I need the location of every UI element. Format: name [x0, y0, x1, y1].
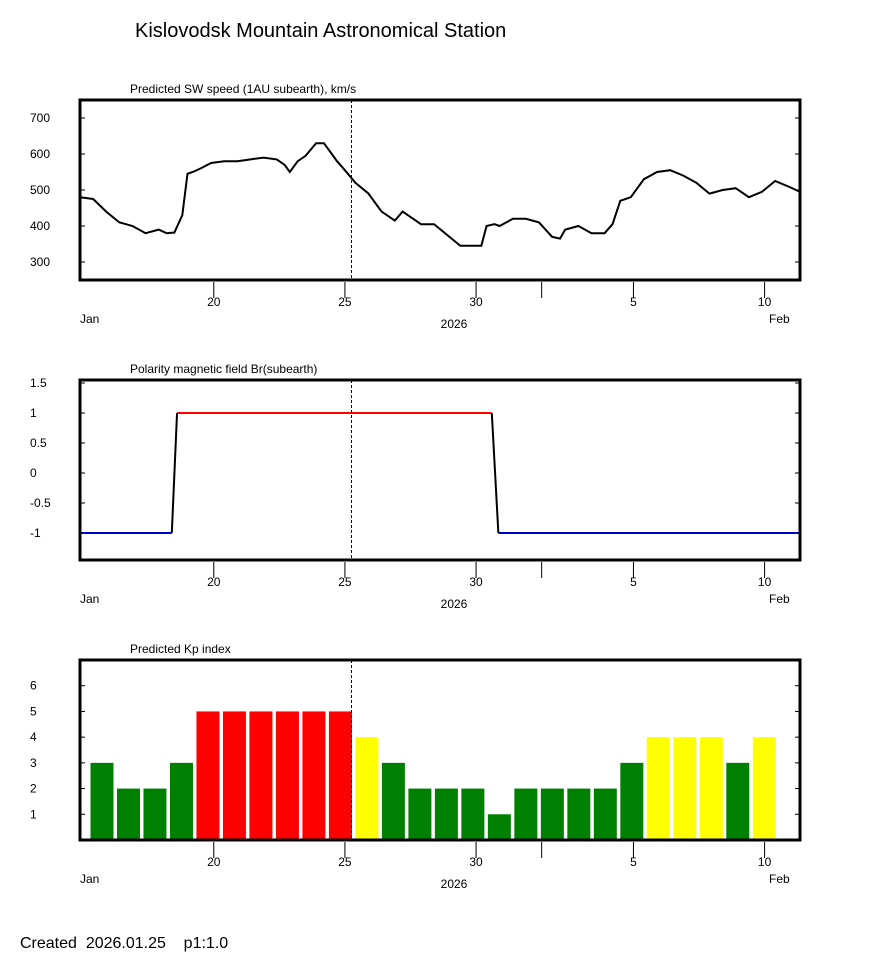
footer-page: p1:1.0 — [183, 935, 229, 952]
y-tick-label: 5 — [30, 704, 37, 718]
x-year-label: 2026 — [441, 597, 468, 611]
kp-bar — [196, 711, 220, 840]
x-tick-label: 30 — [469, 295, 483, 309]
panel-3-frame — [78, 658, 802, 842]
x-tick-label: 25 — [338, 295, 352, 309]
kp-bar — [355, 737, 379, 840]
panel-2-frame — [78, 378, 802, 562]
kp-bar — [461, 788, 485, 840]
panel-3-title: Predicted Kp index — [130, 642, 231, 656]
y-tick-label: 0 — [30, 466, 37, 480]
x-tick-label: 20 — [207, 575, 221, 589]
x-tick-label: 5 — [630, 575, 637, 589]
x-month-right: Feb — [769, 872, 790, 886]
x-month-left: Jan — [80, 872, 99, 886]
x-year-label: 2026 — [441, 317, 468, 331]
x-tick-label: 5 — [630, 295, 637, 309]
kp-bar — [408, 788, 432, 840]
y-tick-label: 3 — [30, 756, 37, 770]
footer-label: Created — [20, 935, 77, 952]
kp-bar — [620, 762, 644, 840]
y-tick-label: 1 — [30, 406, 37, 420]
kp-bar — [302, 711, 326, 840]
y-tick-label: 1.5 — [30, 376, 47, 390]
kp-bar — [116, 788, 140, 840]
kp-bar — [646, 737, 670, 840]
y-tick-label: 500 — [30, 183, 50, 197]
kp-bar — [514, 788, 538, 840]
footer-date: 2026.01.25 — [85, 935, 166, 952]
y-tick-label: -1 — [30, 526, 41, 540]
y-tick-label: 0.5 — [30, 436, 47, 450]
y-tick-label: 600 — [30, 147, 50, 161]
kp-bar — [673, 737, 697, 840]
y-tick-label: 300 — [30, 255, 50, 269]
kp-bar — [169, 762, 193, 840]
kp-bar — [567, 788, 591, 840]
panel-1-frame — [78, 98, 802, 282]
x-year-label: 2026 — [441, 877, 468, 891]
x-tick-label: 10 — [758, 855, 772, 869]
x-month-left: Jan — [80, 592, 99, 606]
y-tick-label: 2 — [30, 782, 37, 796]
sw-speed-line — [79, 142, 801, 247]
polarity-transition — [170, 412, 179, 534]
y-tick-label: 4 — [30, 730, 37, 744]
x-tick-label: 5 — [630, 855, 637, 869]
x-tick-label: 30 — [469, 575, 483, 589]
kp-bar — [593, 788, 617, 840]
kp-bar — [275, 711, 299, 840]
x-tick-label: 25 — [338, 575, 352, 589]
x-month-right: Feb — [769, 312, 790, 326]
kp-bar — [249, 711, 273, 840]
polarity-transition — [490, 412, 500, 534]
y-tick-label: -0.5 — [30, 496, 51, 510]
kp-bar — [143, 788, 167, 840]
kp-bar — [434, 788, 458, 840]
x-month-right: Feb — [769, 592, 790, 606]
panel-2-title: Polarity magnetic field Br(subearth) — [130, 362, 317, 376]
kp-bar — [328, 711, 352, 840]
kp-bar — [381, 762, 405, 840]
x-tick-label: 10 — [758, 295, 772, 309]
kp-bar — [90, 762, 114, 840]
kp-bar — [222, 711, 246, 840]
x-tick-label: 30 — [469, 855, 483, 869]
panel-1-title: Predicted SW speed (1AU subearth), km/s — [130, 82, 356, 96]
y-tick-label: 700 — [30, 111, 50, 125]
footer: Created 2026.01.25 p1:1.0 — [20, 935, 228, 953]
y-tick-label: 400 — [30, 219, 50, 233]
x-tick-label: 25 — [338, 855, 352, 869]
x-tick-label: 20 — [207, 295, 221, 309]
y-tick-label: 6 — [30, 679, 37, 693]
y-tick-label: 1 — [30, 807, 37, 821]
kp-bar — [487, 814, 511, 840]
kp-bar — [752, 737, 776, 840]
kp-bar — [726, 762, 750, 840]
x-month-left: Jan — [80, 312, 99, 326]
x-tick-label: 20 — [207, 855, 221, 869]
kp-bar — [540, 788, 564, 840]
kp-bar — [699, 737, 723, 840]
x-tick-label: 10 — [758, 575, 772, 589]
page-title: Kislovodsk Mountain Astronomical Station — [135, 20, 507, 42]
